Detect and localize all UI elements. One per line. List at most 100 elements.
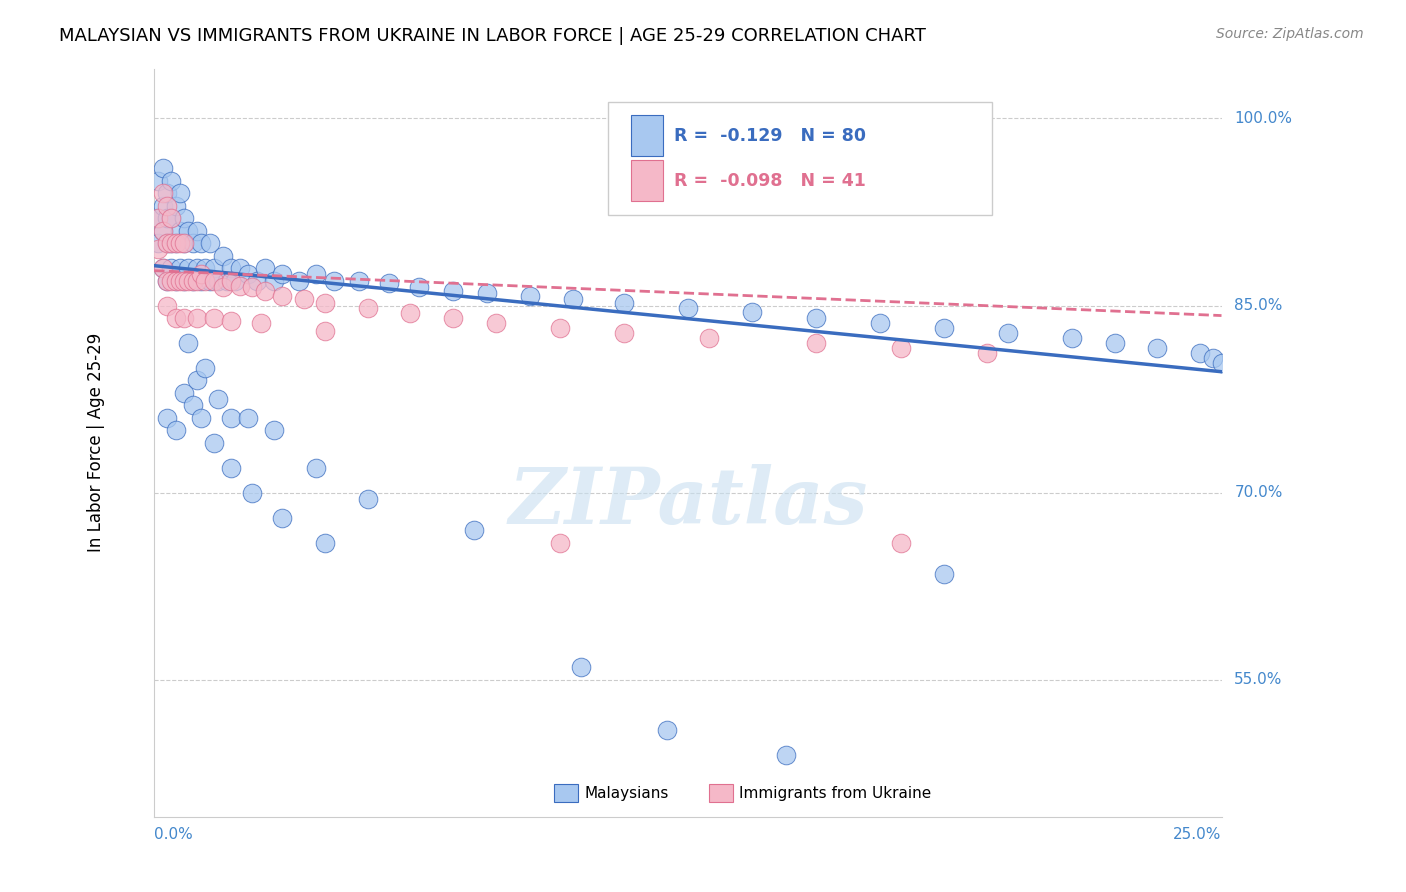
Point xyxy=(869,316,891,330)
Point xyxy=(548,321,571,335)
Point xyxy=(173,274,195,288)
Point xyxy=(169,274,191,288)
Point xyxy=(177,224,200,238)
Point xyxy=(1104,336,1126,351)
Point xyxy=(165,274,187,288)
Point xyxy=(190,236,212,251)
Point xyxy=(271,510,294,524)
Point xyxy=(219,274,242,288)
Point xyxy=(194,361,217,376)
Point xyxy=(186,224,208,238)
Point xyxy=(224,274,246,288)
Point xyxy=(181,236,204,251)
Point xyxy=(156,299,179,313)
Point xyxy=(160,236,183,251)
Point xyxy=(165,236,187,251)
Point xyxy=(697,331,720,345)
Point xyxy=(156,199,179,213)
Point xyxy=(173,311,195,326)
Point xyxy=(219,313,242,327)
Point xyxy=(165,274,187,288)
Point xyxy=(160,236,183,251)
Text: MALAYSIAN VS IMMIGRANTS FROM UKRAINE IN LABOR FORCE | AGE 25-29 CORRELATION CHAR: MALAYSIAN VS IMMIGRANTS FROM UKRAINE IN … xyxy=(59,27,927,45)
Point xyxy=(246,274,269,288)
Point xyxy=(441,311,464,326)
Point xyxy=(292,293,315,307)
Point xyxy=(741,305,763,319)
Point xyxy=(976,346,998,360)
Point xyxy=(148,211,170,226)
Point xyxy=(169,224,191,238)
Point xyxy=(173,236,195,251)
Point xyxy=(236,268,259,282)
Point xyxy=(378,276,401,290)
Point xyxy=(997,326,1019,340)
Point xyxy=(219,261,242,276)
Point xyxy=(181,274,204,288)
Point xyxy=(173,386,195,401)
Point xyxy=(156,211,179,226)
Point xyxy=(152,224,174,238)
Bar xyxy=(631,161,664,202)
Text: Source: ZipAtlas.com: Source: ZipAtlas.com xyxy=(1216,27,1364,41)
Text: R =  -0.129   N = 80: R = -0.129 N = 80 xyxy=(673,127,866,145)
Point xyxy=(156,236,179,251)
Point xyxy=(804,311,827,326)
Bar xyxy=(554,784,578,802)
Text: Immigrants from Ukraine: Immigrants from Ukraine xyxy=(740,786,931,801)
Point xyxy=(165,199,187,213)
Point xyxy=(314,296,336,310)
Point xyxy=(441,284,464,298)
Point xyxy=(177,336,200,351)
Point xyxy=(156,236,179,251)
Point xyxy=(186,311,208,326)
Text: 85.0%: 85.0% xyxy=(1234,298,1282,313)
Point xyxy=(250,316,273,330)
Text: 100.0%: 100.0% xyxy=(1234,111,1292,126)
Text: Malaysians: Malaysians xyxy=(585,786,669,801)
Point xyxy=(890,535,912,549)
Point xyxy=(314,324,336,338)
Point xyxy=(219,460,242,475)
Point xyxy=(152,161,174,176)
Point xyxy=(190,268,212,282)
Point xyxy=(271,268,294,282)
Point xyxy=(207,392,229,407)
Point xyxy=(357,491,380,506)
Point xyxy=(263,423,285,437)
Point xyxy=(347,274,370,288)
Point xyxy=(165,423,187,437)
Point xyxy=(676,301,699,315)
Point xyxy=(160,261,183,276)
Point xyxy=(177,261,200,276)
Point xyxy=(186,274,208,288)
Point xyxy=(399,306,422,320)
Point xyxy=(613,296,636,310)
Point xyxy=(211,280,233,294)
Point xyxy=(160,211,183,226)
Point xyxy=(408,280,430,294)
Point xyxy=(181,398,204,412)
Point xyxy=(156,274,179,288)
Point xyxy=(932,566,955,581)
Point xyxy=(202,274,225,288)
Point xyxy=(190,274,212,288)
Point xyxy=(173,211,195,226)
Point xyxy=(485,316,508,330)
Point xyxy=(314,535,336,549)
Point xyxy=(148,174,170,188)
Point xyxy=(519,288,541,302)
Point xyxy=(202,261,225,276)
Point xyxy=(169,236,191,251)
Point xyxy=(228,261,250,276)
Point xyxy=(288,274,311,288)
Point xyxy=(160,211,183,226)
Point xyxy=(207,274,229,288)
Point xyxy=(1189,346,1212,360)
Text: R =  -0.098   N = 41: R = -0.098 N = 41 xyxy=(673,172,866,190)
Point xyxy=(804,336,827,351)
Point xyxy=(152,186,174,201)
Point xyxy=(186,261,208,276)
Point xyxy=(357,301,380,315)
Point xyxy=(165,311,187,326)
